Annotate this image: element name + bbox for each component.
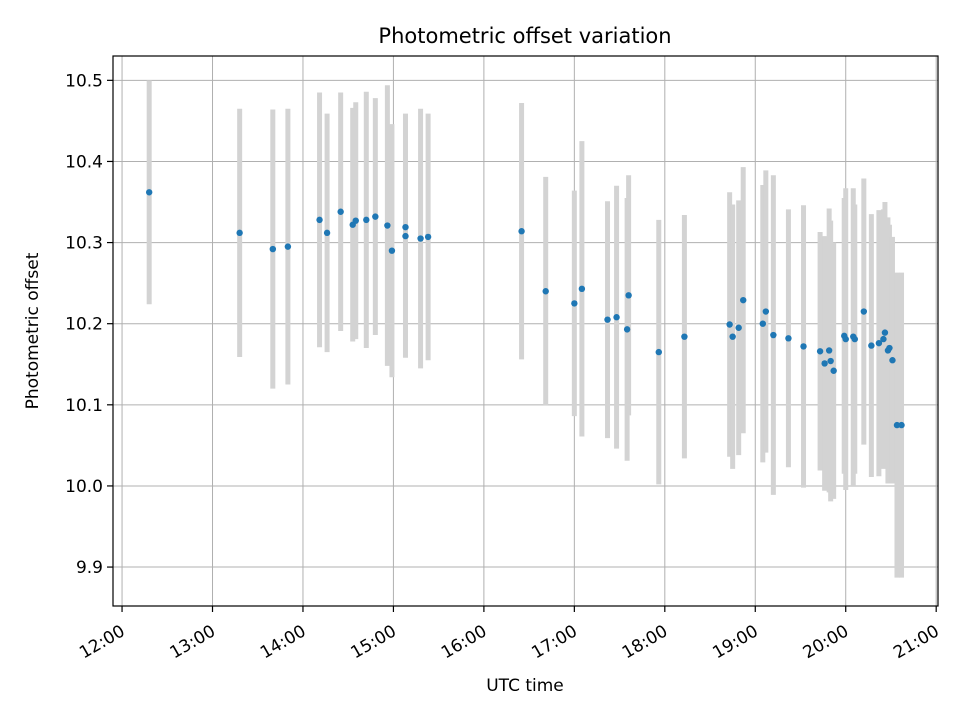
- x-tick-label: 17:00: [528, 621, 580, 663]
- x-axis-ticks: 12:00 13:00 14:00 15:00 16:00 17:00 18:00 19:00…: [76, 606, 943, 663]
- data-point: [623, 326, 631, 333]
- y-tick-label: 10.4: [65, 152, 103, 172]
- data-point: [827, 357, 834, 365]
- data-point: [816, 348, 824, 355]
- data-point: [735, 324, 742, 331]
- axes-frame: [112, 55, 939, 607]
- data-point: [860, 308, 868, 315]
- data-point: [893, 421, 901, 429]
- x-tick-label: 20:00: [800, 621, 852, 663]
- data-point: [868, 342, 875, 349]
- x-tick-label: 14:00: [257, 621, 309, 663]
- data-point: [363, 216, 370, 224]
- data-point: [886, 344, 893, 352]
- data-point: [785, 335, 792, 342]
- data-point: [729, 333, 736, 340]
- data-point: [236, 229, 243, 237]
- data-points: [145, 189, 905, 429]
- x-tick-label: 18:00: [619, 621, 671, 663]
- data-point: [842, 335, 849, 343]
- data-point: [762, 308, 770, 315]
- data-point: [424, 233, 432, 241]
- data-point: [337, 208, 344, 215]
- y-tick-label: 9.9: [76, 558, 103, 578]
- y-tick-label: 10.3: [65, 234, 103, 254]
- data-point: [323, 229, 331, 237]
- data-point: [402, 232, 409, 240]
- y-tick-label: 10.0: [65, 477, 103, 497]
- data-point: [372, 213, 379, 220]
- data-point: [571, 300, 578, 307]
- data-point: [726, 321, 733, 328]
- data-point: [759, 320, 767, 327]
- data-point: [613, 314, 620, 321]
- data-point: [770, 331, 777, 339]
- data-point: [316, 216, 323, 224]
- y-tick-label: 10.5: [65, 71, 103, 91]
- data-point: [881, 329, 889, 336]
- data-point: [655, 348, 662, 356]
- data-point: [269, 245, 277, 253]
- data-point: [578, 285, 586, 293]
- data-point: [875, 339, 883, 347]
- data-point: [681, 333, 688, 340]
- x-tick-label: 12:00: [76, 621, 128, 663]
- x-axis-label: UTC time: [486, 676, 564, 696]
- chart-title: Photometric offset variation: [378, 24, 671, 48]
- x-tick-label: 15:00: [347, 621, 399, 663]
- data-point: [851, 335, 858, 343]
- data-point: [830, 367, 837, 374]
- data-point: [625, 292, 632, 299]
- data-point: [880, 335, 887, 343]
- y-axis-ticks: 9.9 10.0 10.1 10.2 10.3 10.4 10.5: [65, 71, 113, 578]
- data-point: [402, 223, 409, 231]
- data-point: [284, 243, 292, 250]
- data-point: [542, 288, 549, 295]
- data-point: [518, 228, 525, 235]
- data-point: [604, 316, 611, 323]
- x-tick-label: 19:00: [709, 621, 761, 663]
- data-point: [740, 296, 747, 304]
- data-point: [145, 189, 153, 196]
- data-point: [417, 235, 424, 242]
- x-tick-label: 16:00: [438, 621, 490, 663]
- data-point: [898, 421, 905, 429]
- data-point: [821, 360, 828, 367]
- x-tick-label: 21:00: [890, 621, 942, 663]
- y-axis-label: Photometric offset: [23, 252, 43, 409]
- data-point: [352, 217, 359, 224]
- data-point: [384, 222, 391, 229]
- data-point: [800, 343, 807, 350]
- plot-background: [113, 56, 938, 606]
- data-point: [825, 347, 833, 354]
- x-tick-label: 13:00: [167, 621, 219, 663]
- data-point: [889, 357, 896, 364]
- data-point: [388, 247, 396, 254]
- y-tick-label: 10.1: [65, 396, 103, 416]
- y-tick-label: 10.2: [65, 315, 103, 335]
